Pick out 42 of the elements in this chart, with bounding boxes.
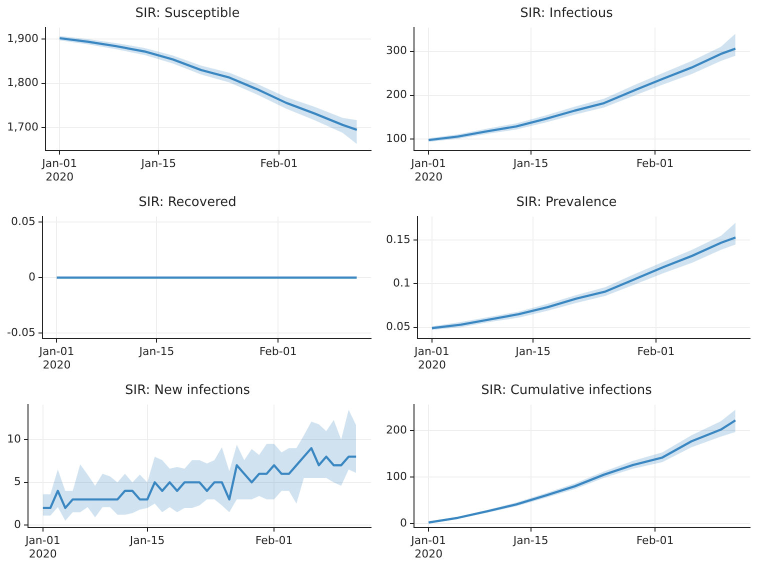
y-tick-label: 0.15 xyxy=(386,232,410,246)
x-tick-label: Jan-01 2020 xyxy=(413,345,450,372)
x-tick-label: Jan-01 2020 xyxy=(410,157,446,184)
x-tick-label: Feb-01 xyxy=(260,157,298,170)
y-tick-label: 1,900 xyxy=(6,32,38,45)
x-tick-label: Jan-15 xyxy=(512,157,548,170)
y-tick-label: 0 xyxy=(28,270,36,284)
y-tick-label: 0 xyxy=(400,516,407,530)
x-tick-label: Jan-01 2020 xyxy=(410,534,446,560)
y-tick-label: 0.05 xyxy=(10,215,36,228)
chart-title: SIR: Cumulative infections xyxy=(481,383,652,398)
x-tick-label: Jan-15 xyxy=(514,345,551,358)
x-tick-label: Feb-01 xyxy=(636,157,674,170)
chart-title: SIR: Infectious xyxy=(520,6,614,22)
chart-title: SIR: Susceptible xyxy=(135,6,240,22)
chart-title: SIR: Recovered xyxy=(138,195,236,210)
x-tick-label: Feb-01 xyxy=(259,345,297,358)
x-tick-label: Jan-15 xyxy=(140,157,176,170)
y-tick-label: 10 xyxy=(6,432,21,446)
y-tick-label: 0.05 xyxy=(386,320,410,334)
y-tick-label: -0.05 xyxy=(6,326,36,339)
y-tick-label: 0 xyxy=(14,518,21,531)
y-tick-label: 0.1 xyxy=(392,276,410,290)
y-tick-label: 1,800 xyxy=(6,76,38,90)
x-tick-label: Jan-15 xyxy=(138,345,174,358)
y-tick-label: 5 xyxy=(14,475,21,488)
chart-title: SIR: Prevalence xyxy=(516,195,617,210)
chart-title: SIR: New infections xyxy=(125,383,250,398)
x-tick-label: Jan-01 2020 xyxy=(38,345,74,372)
y-tick-label: 1,700 xyxy=(6,120,38,134)
x-tick-label: Jan-15 xyxy=(512,534,548,548)
y-tick-label: 100 xyxy=(386,132,407,146)
x-tick-label: Jan-01 2020 xyxy=(24,534,60,560)
y-tick-label: 200 xyxy=(386,423,407,436)
y-tick-label: 100 xyxy=(386,470,407,483)
y-tick-label: 200 xyxy=(386,88,407,102)
x-tick-label: Jan-15 xyxy=(128,534,165,548)
x-tick-label: Feb-01 xyxy=(637,345,675,358)
x-tick-label: Jan-01 2020 xyxy=(41,157,78,184)
x-tick-label: Feb-01 xyxy=(636,534,674,548)
x-tick-label: Feb-01 xyxy=(255,534,293,548)
y-tick-label: 300 xyxy=(386,44,407,58)
